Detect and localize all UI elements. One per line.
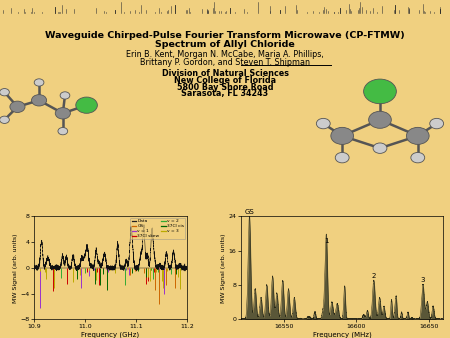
Text: 2: 2 [372, 273, 376, 279]
Circle shape [32, 95, 47, 106]
Y-axis label: MW Signal (arb. units): MW Signal (arb. units) [13, 233, 18, 303]
Text: 5800 Bay Shore Road: 5800 Bay Shore Road [177, 83, 273, 92]
Circle shape [60, 92, 70, 99]
Circle shape [369, 111, 392, 128]
Circle shape [0, 116, 9, 123]
Circle shape [364, 79, 396, 104]
Y-axis label: MW Signal (arb. units): MW Signal (arb. units) [221, 233, 226, 303]
Circle shape [55, 107, 70, 119]
Circle shape [316, 118, 330, 129]
Legend: Data, GS, v = 1, 37Cl skew, v = 2, 37Cl cis, v = 3: Data, GS, v = 1, 37Cl skew, v = 2, 37Cl … [130, 218, 185, 239]
Circle shape [58, 127, 68, 135]
Circle shape [331, 127, 354, 144]
X-axis label: Frequency (MHz): Frequency (MHz) [313, 331, 371, 338]
Text: Sarasota, FL 34243: Sarasota, FL 34243 [181, 90, 269, 98]
Circle shape [76, 97, 97, 113]
Circle shape [0, 89, 9, 96]
Circle shape [430, 118, 444, 129]
Text: Spectrum of Allyl Chloride: Spectrum of Allyl Chloride [155, 40, 295, 49]
X-axis label: Frequency (GHz): Frequency (GHz) [81, 331, 140, 338]
Circle shape [373, 143, 387, 153]
Text: Waveguide Chirped-Pulse Fourier Transform Microwave (CP-FTMW): Waveguide Chirped-Pulse Fourier Transfor… [45, 31, 405, 40]
Circle shape [406, 127, 429, 144]
Text: Brittany P. Gordon, and Steven T. Shipman: Brittany P. Gordon, and Steven T. Shipma… [140, 58, 310, 67]
Circle shape [10, 101, 25, 113]
Text: Division of Natural Sciences: Division of Natural Sciences [162, 69, 288, 78]
Circle shape [411, 152, 425, 163]
Circle shape [335, 152, 349, 163]
Text: 3: 3 [421, 277, 425, 283]
Text: New College of Florida: New College of Florida [174, 76, 276, 85]
Text: Erin B. Kent, Morgan N. McCabe, Maria A. Phillips,: Erin B. Kent, Morgan N. McCabe, Maria A.… [126, 50, 324, 59]
Text: GS: GS [244, 210, 254, 215]
Text: 1: 1 [324, 238, 328, 244]
Circle shape [34, 79, 44, 86]
